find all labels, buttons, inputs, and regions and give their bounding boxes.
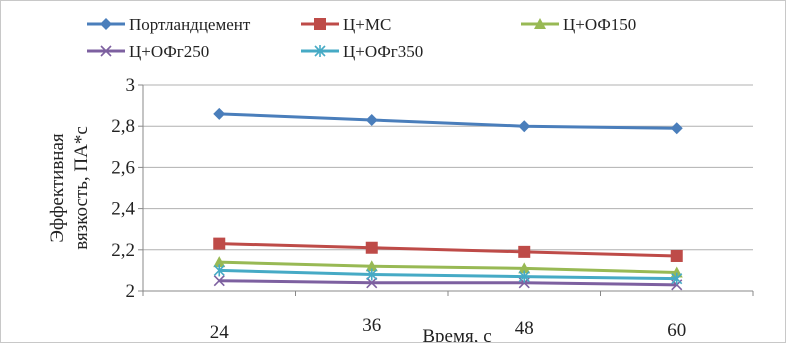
- data-point: [365, 114, 378, 127]
- legend-item: Ц+МС: [301, 15, 391, 34]
- series-1: [213, 107, 683, 135]
- data-point: [365, 241, 378, 254]
- data-point: [213, 264, 225, 277]
- x-tick-label: 24: [210, 322, 230, 342]
- data-point: [518, 270, 530, 283]
- y-tick-label: 2,2: [111, 240, 135, 261]
- y-axis-title-line: Эффективная: [47, 133, 68, 243]
- legend-marker: [534, 18, 546, 29]
- legend-marker: [100, 45, 112, 57]
- legend-marker: [100, 18, 112, 30]
- x-tick-label: 60: [667, 320, 686, 341]
- data-point: [518, 262, 531, 274]
- series-line: [219, 242, 677, 258]
- series-2: [213, 237, 683, 262]
- data-point: [213, 107, 226, 120]
- data-point: [518, 120, 531, 133]
- series-line: [219, 279, 677, 287]
- data-point: [365, 260, 378, 272]
- y-tick-label: 2: [126, 281, 136, 302]
- axes: [138, 84, 754, 296]
- y-tick-label: 2,4: [111, 199, 135, 220]
- axis-titles: Время, с Эффективная вязкость, ПА*с: [47, 126, 492, 342]
- y-tick-label: 2,8: [111, 116, 135, 137]
- y-tick-label: 2,6: [111, 157, 135, 178]
- legend-label: Ц+ОФ150: [563, 15, 636, 34]
- legend-item: Ц+ОФг250: [87, 42, 209, 61]
- legend-label: Ц+ОФг250: [129, 42, 209, 61]
- series-line: [219, 112, 677, 130]
- y-tick-label: 3: [126, 75, 136, 96]
- legend-label: Ц+ОФг350: [343, 42, 423, 61]
- y-axis-title: Эффективная вязкость, ПА*с: [47, 126, 92, 249]
- series-5: [213, 264, 683, 285]
- data-point: [213, 256, 226, 268]
- data-point: [213, 275, 225, 287]
- x-axis-title: Время, с: [422, 326, 491, 342]
- data-point: [670, 122, 683, 135]
- series-line: [219, 260, 677, 274]
- data-point: [518, 245, 531, 258]
- legend: Портландцемент Ц+МС Ц+ОФ150 Ц+ОФг250 Ц+ОФг35…: [87, 15, 636, 61]
- legend-item: Ц+ОФ150: [521, 15, 636, 34]
- legend-marker: [314, 18, 326, 30]
- x-tick-label: 48: [515, 318, 534, 339]
- y-axis-title-line: вязкость, ПА*с: [71, 126, 92, 249]
- series-line: [219, 268, 677, 281]
- data-point: [213, 237, 226, 250]
- tick-labels: 2 2,2 2,4 2,6 2,8 3 24 36 48 60: [111, 75, 686, 342]
- series-group: [213, 107, 683, 291]
- data-point: [366, 277, 378, 289]
- data-point: [671, 272, 683, 285]
- legend-label: Ц+МС: [343, 15, 391, 34]
- legend-item: Портландцемент: [87, 15, 251, 34]
- legend-item: Ц+ОФг350: [301, 42, 423, 61]
- data-point: [366, 268, 378, 281]
- x-tick-label: 36: [362, 315, 381, 336]
- legend-marker: [314, 45, 326, 57]
- data-point: [670, 249, 683, 262]
- legend-label: Портландцемент: [129, 15, 251, 34]
